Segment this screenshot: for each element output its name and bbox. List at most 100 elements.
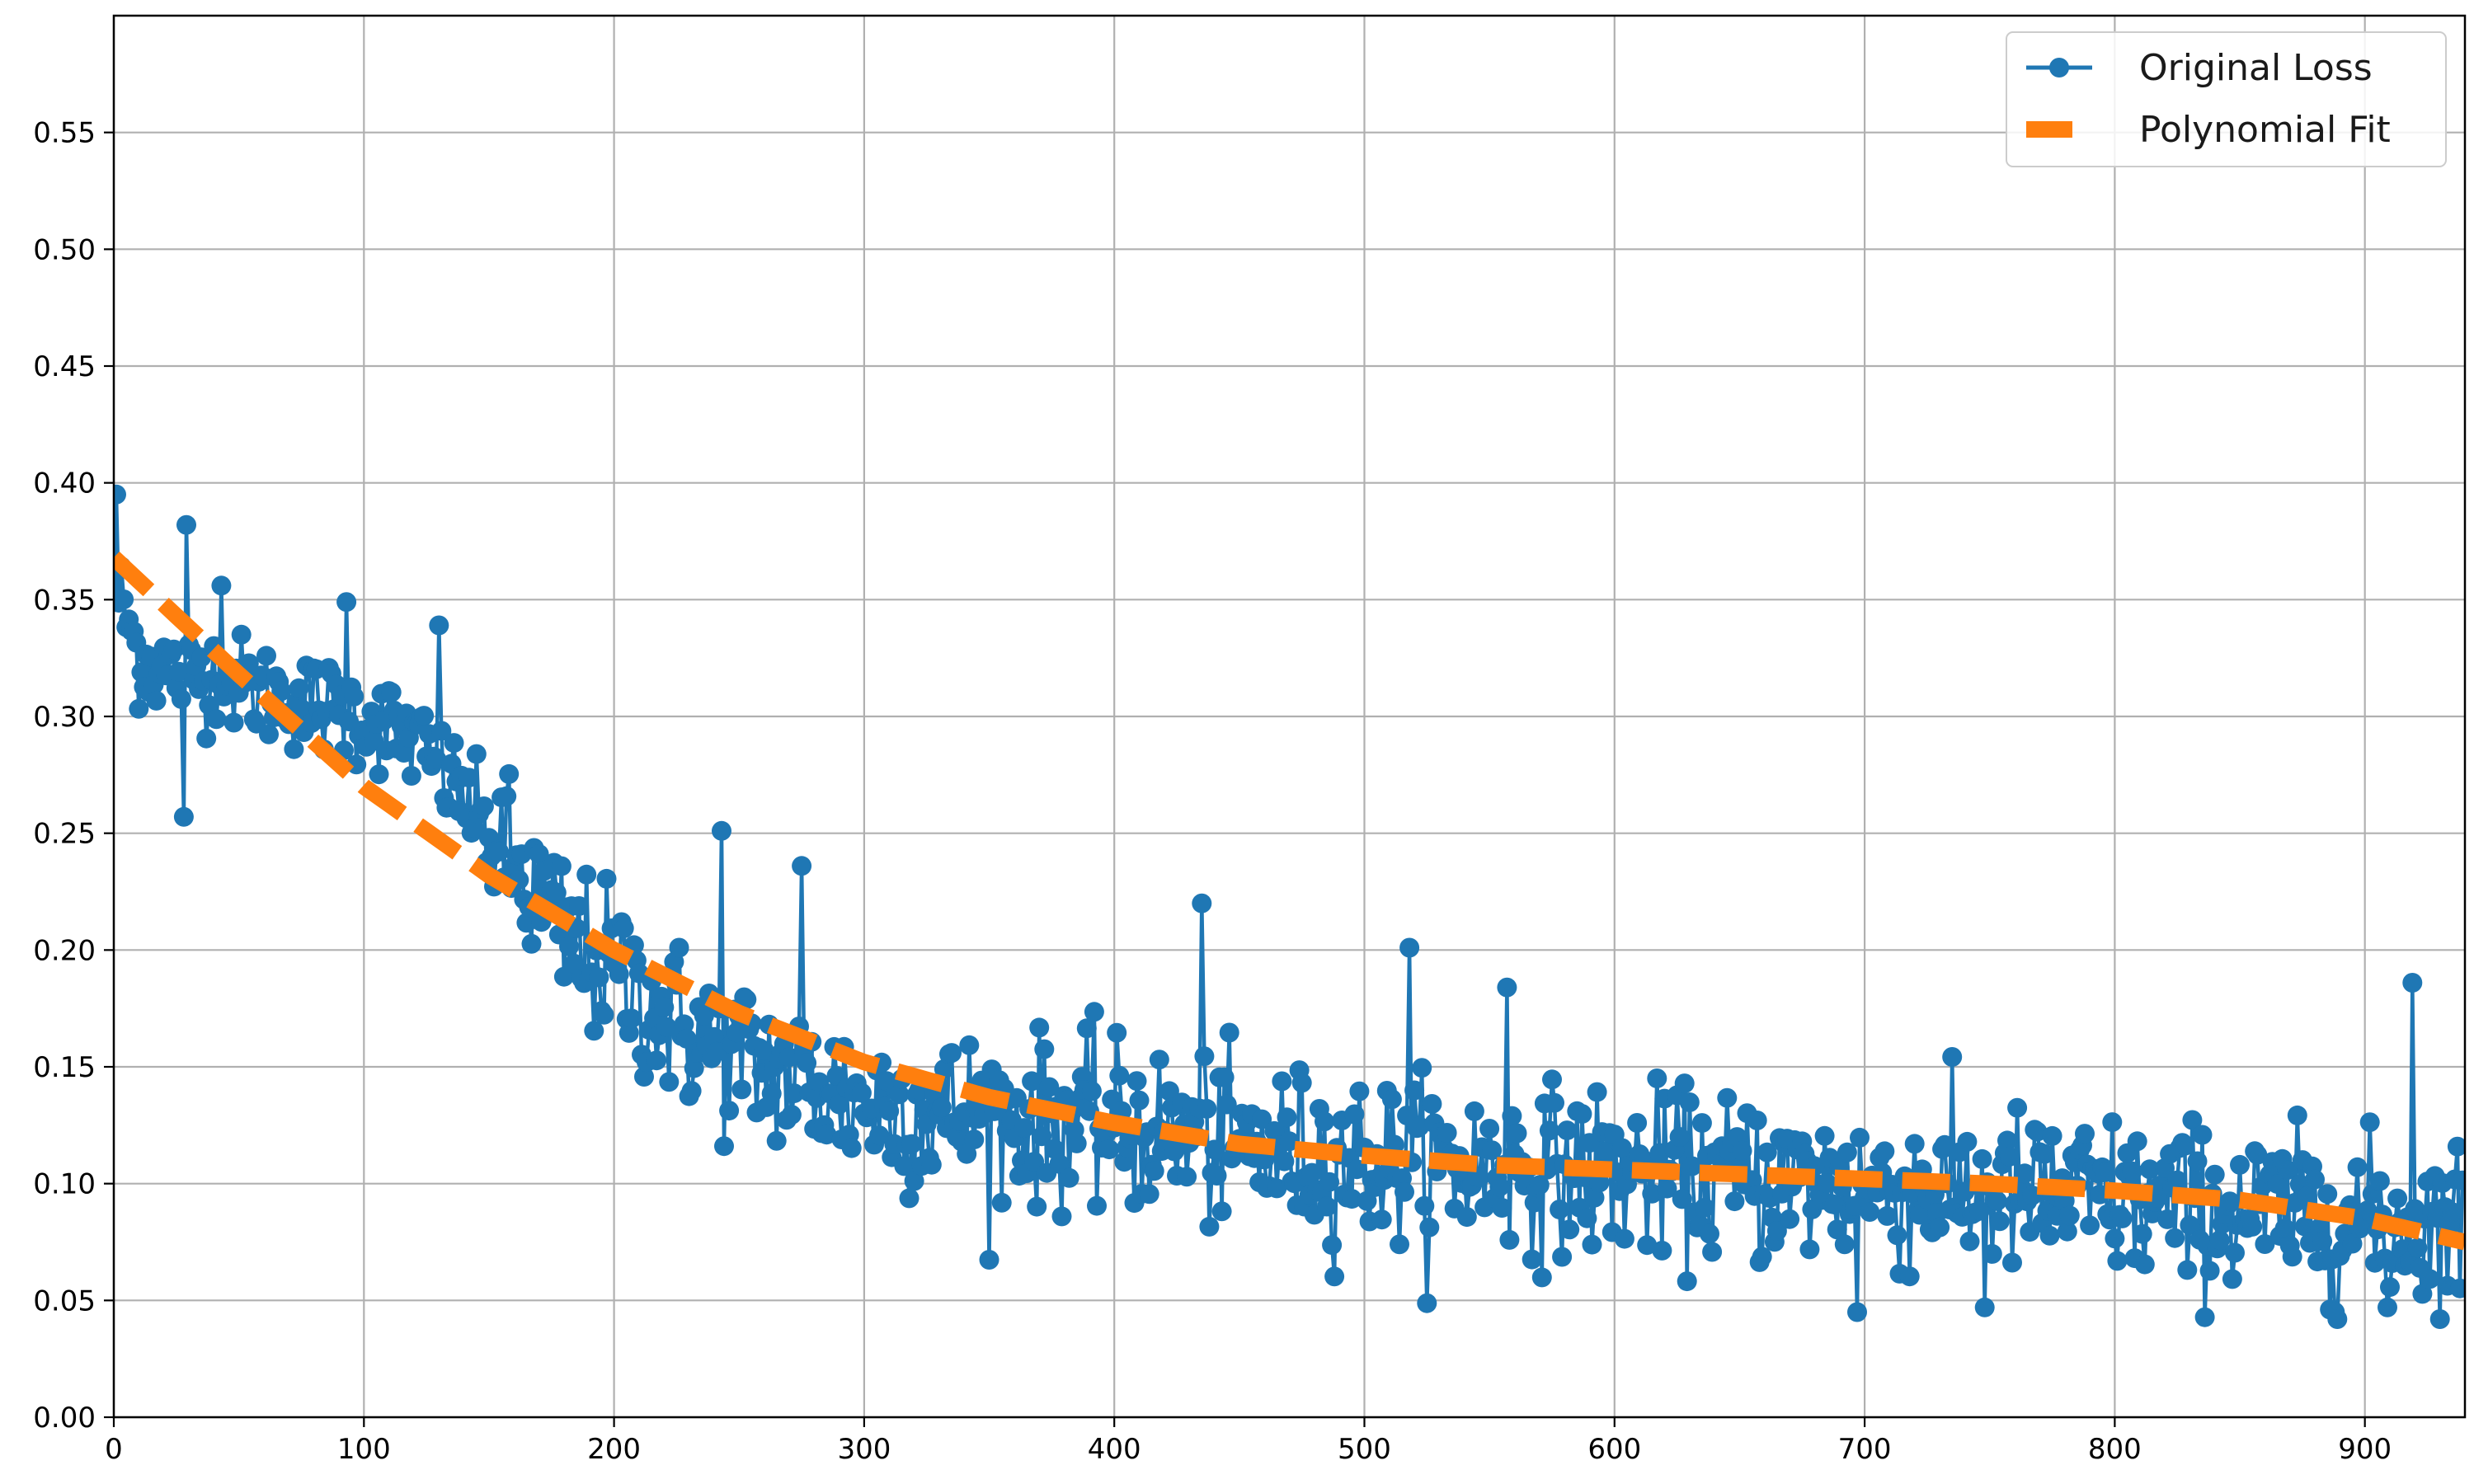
original-loss-point: [1522, 1249, 1542, 1270]
original-loss-point: [1301, 1162, 1322, 1183]
x-tick-label: 200: [587, 1433, 641, 1466]
original-loss-point: [957, 1144, 977, 1164]
original-loss-point: [1211, 1201, 1232, 1222]
original-loss-point: [2442, 1202, 2462, 1223]
original-loss-point: [879, 1101, 900, 1121]
original-loss-point: [431, 721, 452, 741]
original-loss-point: [1395, 1181, 1414, 1202]
original-loss-point: [2380, 1277, 2400, 1298]
original-loss-point: [2387, 1188, 2408, 1209]
original-loss-point: [1319, 1172, 1339, 1192]
original-loss-point: [2209, 1230, 2230, 1251]
original-loss-point: [466, 744, 487, 764]
original-loss-point: [2274, 1219, 2295, 1238]
original-loss-point: [2057, 1221, 2077, 1242]
legend: Original Loss Polynomial Fit: [2006, 31, 2447, 167]
original-loss-point: [1695, 1197, 1714, 1218]
original-loss-point: [1909, 1205, 1930, 1225]
original-loss-point: [1582, 1234, 1602, 1255]
original-loss-point: [584, 1021, 604, 1041]
y-tick-label: 0.40: [33, 467, 96, 500]
original-loss-point: [1930, 1217, 1950, 1237]
original-loss-point: [1342, 1189, 1362, 1209]
original-loss-point: [2429, 1309, 2450, 1329]
original-loss-point: [1149, 1050, 1169, 1070]
original-loss-point: [516, 913, 537, 933]
original-loss-point: [1129, 1090, 1150, 1111]
original-loss-point: [1126, 1071, 1147, 1092]
original-loss-point: [2102, 1112, 2123, 1133]
original-loss-point: [2359, 1112, 2380, 1133]
original-loss-point: [1834, 1234, 1855, 1255]
original-loss-point: [1272, 1071, 1292, 1092]
original-loss-point: [1029, 1017, 1050, 1038]
original-loss-point: [714, 1136, 734, 1157]
original-loss-point: [1681, 1156, 1702, 1176]
original-loss-point: [1159, 1081, 1179, 1101]
original-loss-point: [2447, 1136, 2465, 1157]
original-loss-point: [146, 690, 167, 711]
original-loss-point: [694, 1006, 714, 1026]
original-loss-point: [171, 688, 191, 709]
x-tick-label: 600: [1587, 1433, 1641, 1466]
original-loss-point: [1614, 1228, 1634, 1249]
original-loss-point: [2015, 1163, 2035, 1184]
original-loss-point: [1107, 1022, 1127, 1043]
original-loss-point: [2222, 1269, 2242, 1289]
original-loss-point: [1437, 1123, 1457, 1143]
original-loss-point: [1419, 1217, 1440, 1237]
original-loss-point: [1409, 1116, 1430, 1137]
y-tick-label: 0.30: [33, 701, 96, 734]
original-loss-point: [429, 615, 449, 636]
original-loss-point: [2034, 1144, 2055, 1164]
original-loss-point: [1197, 1098, 1217, 1119]
original-loss-point: [851, 1082, 872, 1103]
original-loss-point: [1099, 1139, 1120, 1160]
original-loss-point: [569, 896, 590, 916]
original-loss-point: [1252, 1109, 1272, 1129]
original-loss-point: [291, 698, 312, 719]
original-loss-point: [2357, 1200, 2378, 1221]
original-loss-point: [761, 1083, 782, 1104]
original-loss-point: [1597, 1141, 1617, 1162]
y-tick-label: 0.55: [33, 117, 96, 150]
original-loss-point: [1399, 937, 1420, 958]
original-loss-point: [1032, 1126, 1052, 1147]
original-loss-point: [1489, 1176, 1510, 1197]
original-loss-point: [1219, 1022, 1239, 1043]
original-loss-point: [1315, 1111, 1334, 1132]
original-loss-point: [1957, 1131, 1978, 1152]
original-loss-point: [2282, 1247, 2302, 1267]
y-tick-label: 0.45: [33, 350, 96, 383]
original-loss-point: [1199, 1216, 1220, 1237]
original-loss-point: [2347, 1157, 2368, 1177]
original-loss-point: [1066, 1133, 1087, 1153]
original-loss-point: [2305, 1169, 2325, 1190]
original-loss-point: [1717, 1087, 1738, 1108]
original-loss-point: [1702, 1242, 1723, 1262]
original-loss-point: [1677, 1271, 1697, 1292]
original-loss-point: [2312, 1231, 2333, 1252]
original-loss-point: [336, 592, 357, 613]
original-loss-point: [176, 514, 196, 535]
original-loss-point: [1279, 1131, 1300, 1152]
original-loss-point: [223, 712, 244, 733]
original-loss-point: [1974, 1297, 1995, 1317]
original-loss-point: [894, 1156, 915, 1176]
original-loss-point: [2327, 1309, 2348, 1329]
original-loss-point: [289, 678, 309, 698]
original-loss-point: [2317, 1184, 2338, 1205]
original-loss-point: [1550, 1200, 1570, 1219]
original-loss-point: [2000, 1146, 2020, 1167]
original-loss-point: [1757, 1142, 1777, 1162]
original-loss-point: [621, 1008, 642, 1029]
polynomial-fit-line: [114, 551, 2465, 1251]
original-loss-point: [781, 1105, 802, 1125]
original-loss-point: [1982, 1243, 2002, 1264]
original-loss-point: [2277, 1160, 2298, 1181]
original-loss-point: [1479, 1119, 1500, 1139]
original-loss-point: [1059, 1167, 1079, 1188]
original-loss-point: [114, 574, 124, 594]
original-loss-point: [1531, 1267, 1552, 1288]
